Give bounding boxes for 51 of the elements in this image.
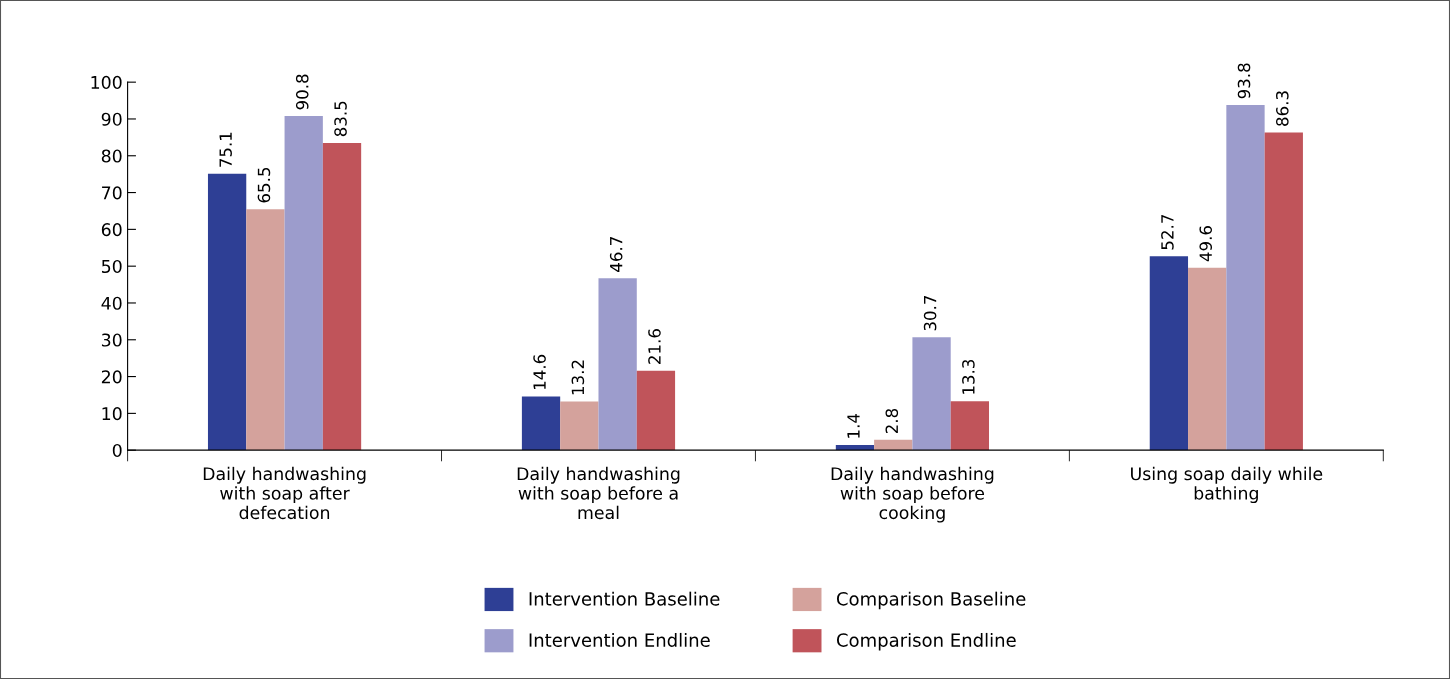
y-tick-label: 30	[101, 333, 122, 347]
data-label: 1.4	[847, 413, 860, 438]
bar	[636, 370, 676, 451]
data-label: 83.5	[334, 101, 347, 137]
y-tick-label: 20	[101, 370, 122, 384]
legend-label: Intervention Endline	[529, 632, 710, 647]
x-tick-label: Daily handwashing with soap after defecation	[203, 466, 366, 520]
bar	[950, 401, 990, 451]
bar	[1188, 267, 1227, 451]
bar	[207, 173, 247, 451]
y-tick-label: 50	[101, 259, 122, 274]
y-tick-label: 10	[102, 407, 122, 421]
y-tick-label: 60	[101, 223, 122, 237]
bar	[598, 278, 637, 451]
data-label: 13.3	[962, 359, 975, 394]
bar	[1226, 104, 1265, 451]
x-tick-label: Using soap daily while bathing	[1131, 466, 1323, 504]
data-label: 13.2	[571, 360, 585, 395]
data-label: 14.6	[533, 354, 546, 390]
data-label: 75.1	[219, 132, 232, 167]
y-tick-label: 0	[112, 443, 122, 458]
bar	[1264, 132, 1303, 451]
bar	[1149, 256, 1189, 451]
y-tick-label: 90	[101, 112, 122, 126]
bar	[560, 401, 599, 451]
bar	[284, 116, 323, 451]
bar	[246, 209, 285, 451]
bar	[322, 142, 362, 451]
y-tick-label: 80	[101, 149, 122, 163]
y-tick-label: 70	[102, 186, 122, 200]
legend-label: Comparison Baseline	[836, 591, 1026, 610]
data-label: 2.8	[885, 408, 899, 434]
data-label: 49.6	[1199, 226, 1213, 262]
data-label: 21.6	[648, 329, 661, 364]
data-label: 46.7	[609, 237, 623, 272]
y-tick-label: 100	[91, 75, 122, 89]
bar	[874, 439, 913, 451]
data-label: 90.8	[295, 74, 309, 110]
bar	[835, 445, 875, 451]
data-label: 30.7	[923, 295, 937, 331]
data-label: 65.5	[257, 167, 271, 203]
data-label: 93.8	[1237, 63, 1251, 99]
data-label: 52.7	[1161, 214, 1174, 250]
data-label: 86.3	[1276, 91, 1289, 126]
x-tick-label: Daily handwashing with soap before cooking	[831, 466, 994, 523]
y-tick-label: 40	[101, 296, 122, 310]
legend-label: Intervention Baseline	[529, 591, 720, 606]
x-tick-label: Daily handwashing with soap before a meal	[517, 466, 680, 520]
bar	[521, 396, 561, 451]
bar	[912, 337, 951, 451]
legend-label: Comparison Endline	[836, 632, 1016, 651]
